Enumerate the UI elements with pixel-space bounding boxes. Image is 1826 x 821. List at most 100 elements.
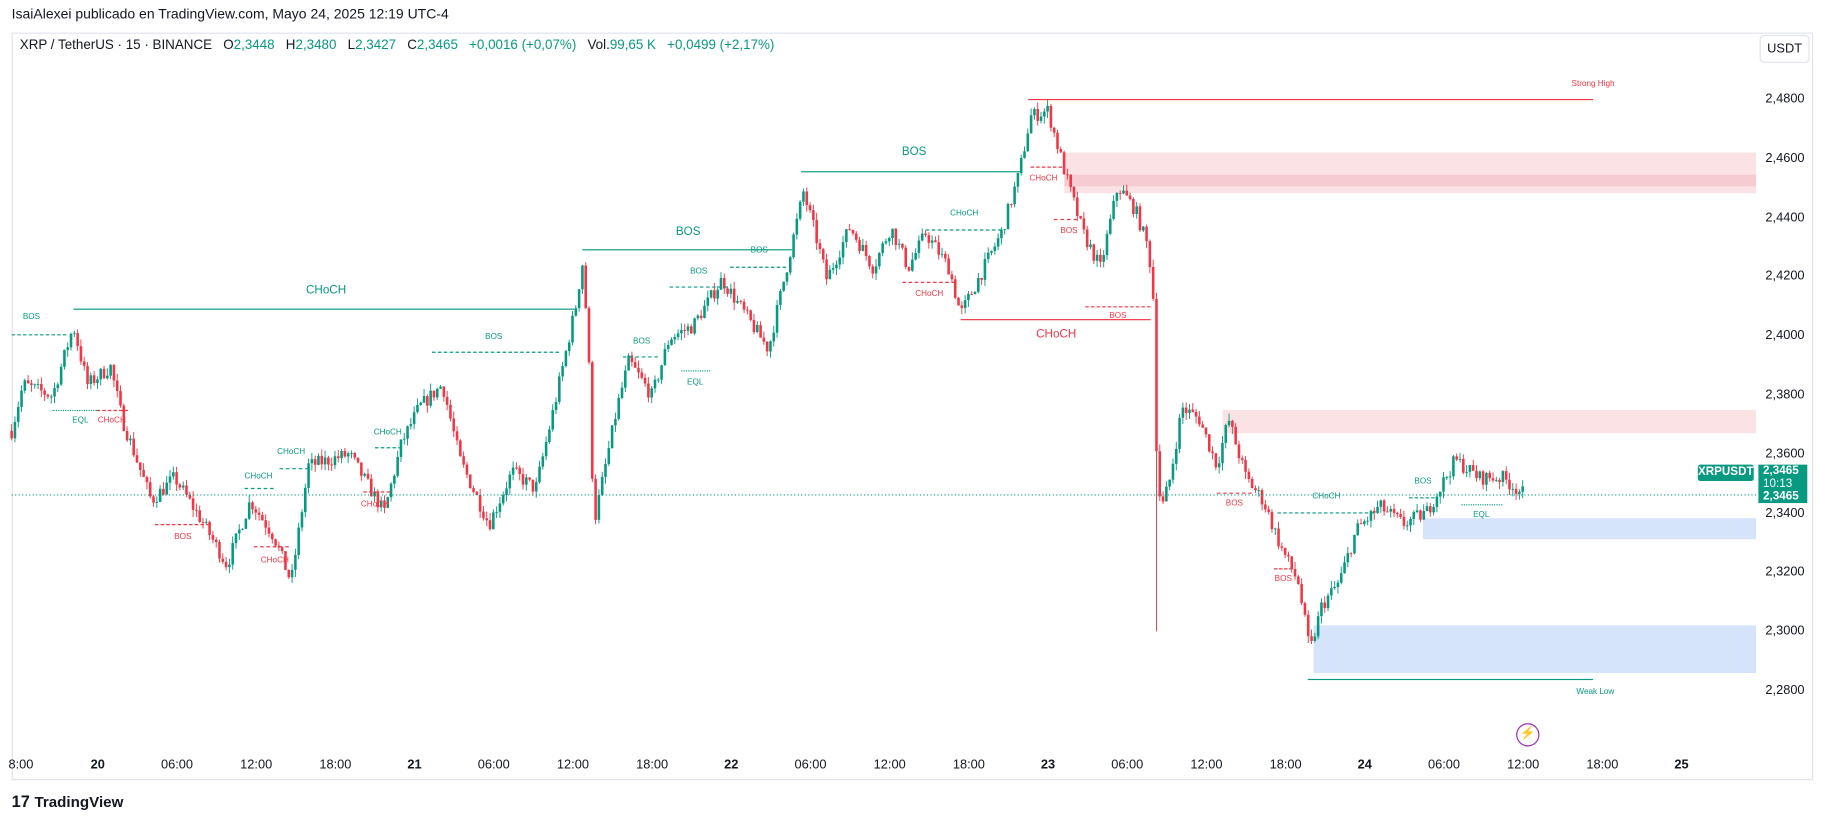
- candle-body: [1306, 614, 1310, 637]
- candle-body: [96, 379, 99, 384]
- candle-body: [703, 305, 706, 319]
- label-choch: CHoCH: [950, 209, 979, 218]
- structure-line-choch: [253, 546, 289, 548]
- candle-body: [1145, 226, 1148, 242]
- label-bos: BOS: [633, 337, 651, 346]
- price-tick: 2,3000: [1765, 624, 1805, 639]
- candle-body: [726, 288, 729, 294]
- change-value: +0,0016 (+0,07%): [469, 38, 577, 53]
- time-tick: 18:00: [952, 758, 985, 773]
- candle-body: [125, 430, 129, 441]
- tradingview-logo[interactable]: 17 TradingView: [12, 792, 124, 811]
- candle-body: [132, 438, 135, 456]
- time-tick: 18:00: [319, 758, 352, 773]
- candle-body: [1010, 203, 1013, 205]
- candle-body: [449, 404, 452, 419]
- candle-body: [1171, 463, 1175, 480]
- candle-body: [1297, 576, 1300, 585]
- candle-body: [287, 569, 291, 578]
- candle-body: [208, 521, 211, 536]
- price-tick: 2,4200: [1765, 269, 1805, 284]
- candle-body: [409, 424, 413, 427]
- candle-body: [1429, 506, 1432, 513]
- candle-body: [247, 502, 251, 519]
- lightning-icon[interactable]: ⚡: [1516, 723, 1540, 747]
- candle-body: [762, 337, 766, 342]
- candle-body: [594, 478, 597, 520]
- candle-body: [970, 293, 974, 295]
- candle-body: [1006, 203, 1010, 230]
- candle-body: [911, 259, 914, 271]
- candle-body: [1422, 511, 1425, 520]
- candle-body: [571, 315, 574, 343]
- candle-body: [231, 543, 234, 565]
- candle-body: [238, 529, 241, 534]
- candle-body: [261, 514, 264, 521]
- time-tick: 12:00: [1507, 758, 1540, 773]
- candle-body: [854, 233, 858, 240]
- candle-body: [963, 300, 967, 308]
- candle-body: [373, 491, 376, 497]
- candle-body: [1481, 471, 1485, 485]
- chart-frame[interactable]: [11, 32, 1814, 781]
- candle-body: [567, 342, 571, 352]
- candle-body: [383, 500, 386, 508]
- candle-body: [379, 500, 383, 508]
- candle-body: [66, 347, 70, 350]
- candle-body: [930, 240, 934, 243]
- candle-body: [459, 440, 462, 457]
- candle-body: [188, 494, 192, 499]
- candle-body: [69, 333, 73, 348]
- label-choch: CHoCH: [360, 500, 390, 509]
- candle-body: [709, 290, 713, 298]
- candle-body: [610, 425, 614, 449]
- candle-body: [211, 535, 215, 540]
- candle-body: [82, 361, 86, 366]
- candle-body: [1115, 193, 1119, 201]
- candle-body: [191, 498, 195, 510]
- candle-body: [1402, 516, 1406, 526]
- candle-body: [327, 457, 330, 465]
- candle-body: [538, 466, 541, 483]
- candle-body: [435, 388, 439, 398]
- candle-body: [808, 205, 812, 211]
- structure-line-bos: [669, 286, 728, 288]
- candle-body: [1359, 523, 1363, 525]
- candle-body: [980, 278, 983, 280]
- structure-line-choch: [363, 491, 391, 493]
- candle-body: [336, 456, 340, 459]
- candle-body: [973, 291, 977, 295]
- symbol-name[interactable]: XRP / TetherUS · 15 · BINANCE: [19, 38, 213, 53]
- candle-body: [769, 341, 772, 352]
- currency-button[interactable]: USDT: [1759, 34, 1810, 63]
- candle-body: [492, 512, 495, 530]
- candle-body: [79, 346, 83, 362]
- candle-body: [1257, 490, 1261, 492]
- candle-body: [432, 390, 436, 398]
- label-choch: CHoCH: [1029, 174, 1058, 183]
- candle-body: [274, 539, 277, 546]
- structure-line-bos: [11, 334, 67, 336]
- structure-line-eql: [681, 370, 711, 372]
- candle-body: [1125, 190, 1129, 196]
- candle-body: [1498, 479, 1501, 483]
- candle-body: [1046, 105, 1049, 112]
- time-tick: 06:00: [1111, 758, 1144, 773]
- structure-line-bos: [1053, 218, 1078, 221]
- candle-body: [901, 243, 904, 248]
- candle-body: [1227, 420, 1231, 426]
- candle-body: [1419, 510, 1422, 520]
- candle-body: [511, 467, 515, 475]
- candle-body: [346, 453, 350, 457]
- candle-body: [1072, 186, 1076, 198]
- candle-body: [284, 551, 287, 570]
- candle-body: [495, 511, 498, 513]
- candle-body: [1066, 174, 1069, 176]
- candle-body: [1158, 451, 1162, 497]
- candle-body: [746, 309, 749, 311]
- candle-body: [1273, 528, 1277, 530]
- label-choch: CHoCH: [1312, 492, 1341, 501]
- candle-body: [696, 315, 700, 319]
- candle-body: [1148, 241, 1152, 268]
